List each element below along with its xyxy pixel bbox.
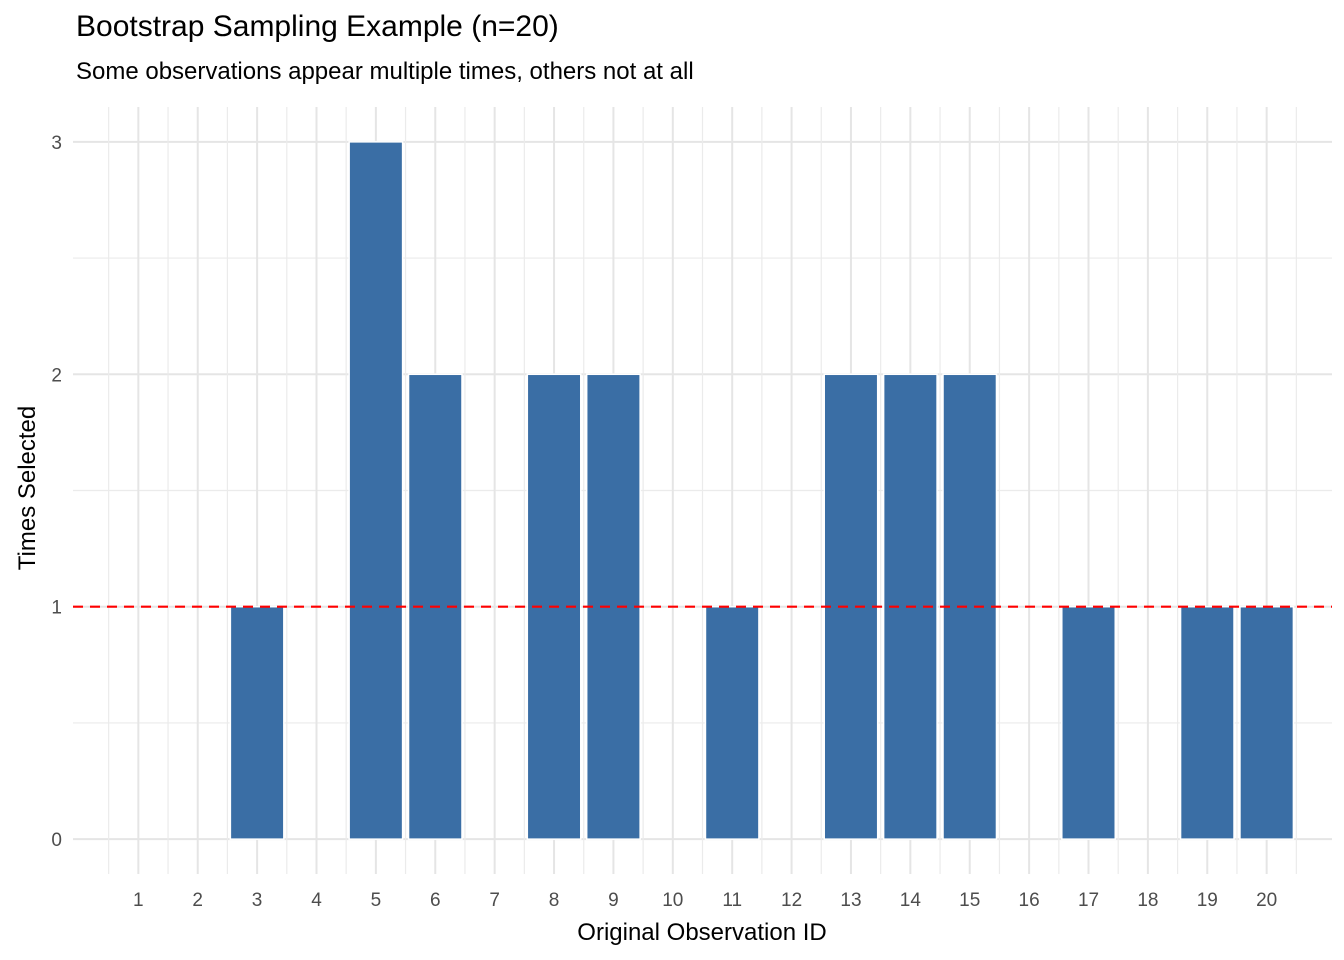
x-tick-label: 16 (1019, 890, 1040, 911)
x-tick-label: 8 (549, 890, 560, 911)
chart-subtitle: Some observations appear multiple times,… (76, 58, 694, 85)
y-tick-labels: 0 1 2 3 (51, 133, 62, 851)
x-tick-label: 6 (430, 890, 441, 911)
x-tick-label: 11 (722, 890, 742, 911)
x-tick-label: 7 (489, 890, 500, 911)
x-tick-label: 4 (311, 890, 322, 911)
x-tick-label: 17 (1078, 890, 1099, 911)
bar-13 (823, 373, 879, 840)
y-tick-label: 0 (51, 830, 62, 851)
x-tick-label: 15 (959, 890, 980, 911)
x-tick-label: 5 (371, 890, 382, 911)
bar-9 (585, 373, 641, 840)
bar-17 (1061, 605, 1116, 840)
x-tick-label: 2 (192, 890, 203, 911)
y-axis-title: Times Selected (14, 406, 41, 571)
x-axis-title: Original Observation ID (577, 919, 826, 946)
bar-20 (1239, 605, 1295, 840)
x-tick-label: 13 (840, 890, 861, 911)
x-tick-label: 3 (252, 890, 263, 911)
x-tick-label: 14 (900, 890, 922, 911)
x-tick-label: 19 (1197, 890, 1218, 911)
x-tick-label: 20 (1256, 890, 1277, 911)
y-tick-label: 2 (51, 365, 62, 386)
x-tick-label: 10 (662, 890, 683, 911)
y-tick-label: 3 (51, 133, 62, 154)
x-tick-label: 12 (781, 890, 802, 911)
bar-3 (229, 605, 285, 840)
x-tick-label: 1 (133, 890, 144, 911)
x-tick-label: 18 (1137, 890, 1158, 911)
bar-15 (942, 373, 998, 840)
chart-title: Bootstrap Sampling Example (n=20) (76, 10, 559, 43)
bar-11 (704, 605, 760, 840)
bar-5 (348, 141, 404, 840)
x-tick-labels: 1 2 3 4 5 6 7 8 9 10 11 12 13 14 15 16 17 18 19 20 (133, 890, 1277, 911)
y-tick-label: 1 (51, 598, 62, 619)
x-tick-label: 9 (608, 890, 619, 911)
bar-19 (1179, 605, 1235, 840)
